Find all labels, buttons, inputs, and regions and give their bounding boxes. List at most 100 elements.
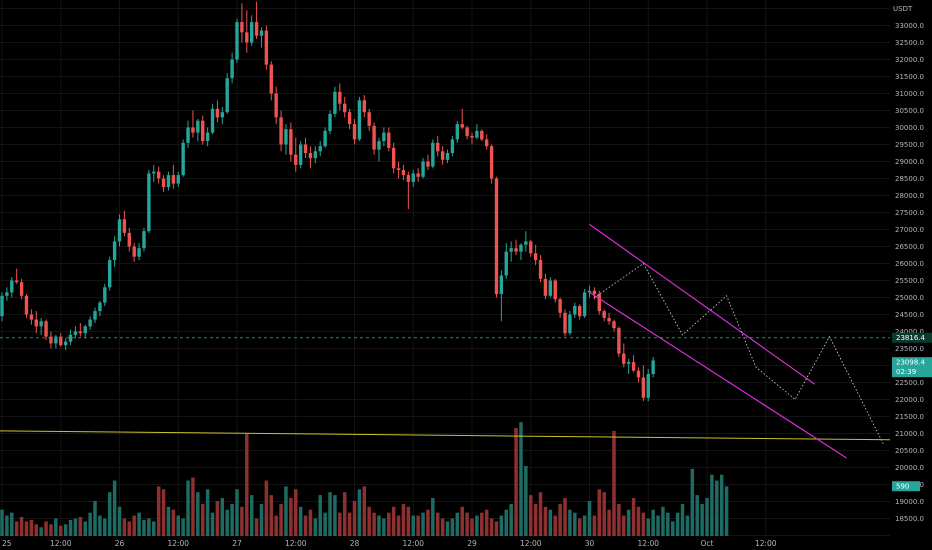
volume-bar <box>196 492 200 536</box>
volume-bar <box>323 512 327 536</box>
candle-body <box>631 362 636 371</box>
candle-body <box>387 132 391 148</box>
candle-body <box>254 22 259 36</box>
candle-body <box>103 287 107 303</box>
time-axis-background <box>0 536 932 550</box>
candle-body <box>289 129 293 155</box>
price-tick-label: 30000.0 <box>895 124 924 132</box>
volume-bar <box>303 515 308 536</box>
price-tick-label: 21000.0 <box>895 430 924 438</box>
volume-bar <box>529 495 533 536</box>
volume-bars <box>0 422 729 536</box>
price-tick-label: 21500.0 <box>895 413 924 421</box>
time-tick-label: 12:00 <box>50 539 72 548</box>
volume-bar <box>435 512 440 536</box>
volume-bar <box>156 486 161 536</box>
volume-bar <box>524 465 528 536</box>
candle-body <box>152 171 156 174</box>
volume-bar <box>333 495 337 536</box>
candle-body <box>318 146 322 152</box>
volume-bar <box>200 503 205 536</box>
candle-body <box>445 153 450 160</box>
candle-body <box>509 248 513 252</box>
volume-bar <box>176 515 180 536</box>
volume-bar <box>494 521 499 536</box>
volume-bar <box>249 495 254 536</box>
volume-bar <box>5 515 9 536</box>
volume-bar <box>342 492 347 536</box>
volume-bar <box>117 506 122 536</box>
time-tick-label: 30 <box>585 539 595 548</box>
candle-body <box>303 144 308 153</box>
volume-bar <box>88 512 92 536</box>
volume-bar <box>661 506 665 536</box>
candle-body <box>436 142 440 152</box>
volume-bar <box>73 518 78 536</box>
candle-body <box>147 173 151 232</box>
candle-body <box>274 93 278 118</box>
drawing-tools[interactable] <box>0 223 932 459</box>
volume-bar <box>675 512 680 536</box>
candle-body <box>347 112 352 125</box>
candle-body <box>269 64 273 94</box>
time-tick-label: 29 <box>467 539 477 548</box>
candle-body <box>161 178 166 187</box>
volume-bar <box>582 515 587 536</box>
price-tick-label: 24000.0 <box>895 328 924 336</box>
candle-body <box>626 362 631 364</box>
candle-body <box>98 302 102 312</box>
volume-bar <box>103 518 107 536</box>
volume-bar <box>294 489 298 536</box>
volume-bar <box>347 512 352 536</box>
candle-body <box>323 130 327 147</box>
time-tick-label: Oct <box>701 539 714 548</box>
candle-body <box>88 319 92 327</box>
volume-bar <box>357 489 362 536</box>
candle-body <box>49 336 53 344</box>
candle-body <box>411 173 415 182</box>
volume-bar <box>313 518 318 536</box>
price-tick-label: 25000.0 <box>895 294 924 302</box>
candle-body <box>264 30 269 65</box>
volume-bar <box>240 506 244 536</box>
candle-body <box>651 360 655 374</box>
candle-body <box>93 311 97 320</box>
candle-body <box>338 91 342 104</box>
price-tick-label: 31000.0 <box>895 90 924 98</box>
volume-bar <box>274 515 278 536</box>
candle-body <box>553 280 557 300</box>
volume-bar <box>715 480 719 536</box>
volume-bar <box>710 474 714 536</box>
candle-body <box>166 175 171 187</box>
volume-bar <box>719 474 724 536</box>
price-tick-label: 33000.0 <box>895 22 924 30</box>
volume-bar <box>705 498 709 536</box>
price-axis[interactable]: USDT 18500.019000.019500.020000.020500.0… <box>890 0 932 536</box>
candle-body <box>421 161 425 177</box>
candle-body <box>543 278 548 296</box>
candle-body <box>279 117 283 145</box>
candlestick-series <box>0 1 655 402</box>
volume-bar <box>191 477 195 536</box>
volume-bar <box>132 515 136 536</box>
volume-bar <box>592 515 597 536</box>
candle-body <box>68 334 73 342</box>
price-tick-label: 27500.0 <box>895 209 924 217</box>
volume-bar <box>377 515 381 536</box>
volume-bar <box>440 518 445 536</box>
candle-body <box>108 260 112 288</box>
volume-bar <box>122 518 127 536</box>
volume-bar <box>34 524 39 536</box>
time-axis[interactable]: 25 12:00 26 12:00 27 12:00 28 12:00 29 12:00 30 12:… <box>0 536 932 550</box>
price-tick-label: 31500.0 <box>895 73 924 81</box>
chart-grid <box>0 0 890 536</box>
candle-body <box>176 175 180 184</box>
volume-bar <box>127 521 132 536</box>
candle-body <box>391 147 396 169</box>
time-tick-label: 25 <box>2 539 12 548</box>
volume-bar <box>220 498 225 536</box>
candle-body <box>117 219 122 242</box>
volume-bar <box>646 518 650 536</box>
price-tick-label: 25500.0 <box>895 277 924 285</box>
